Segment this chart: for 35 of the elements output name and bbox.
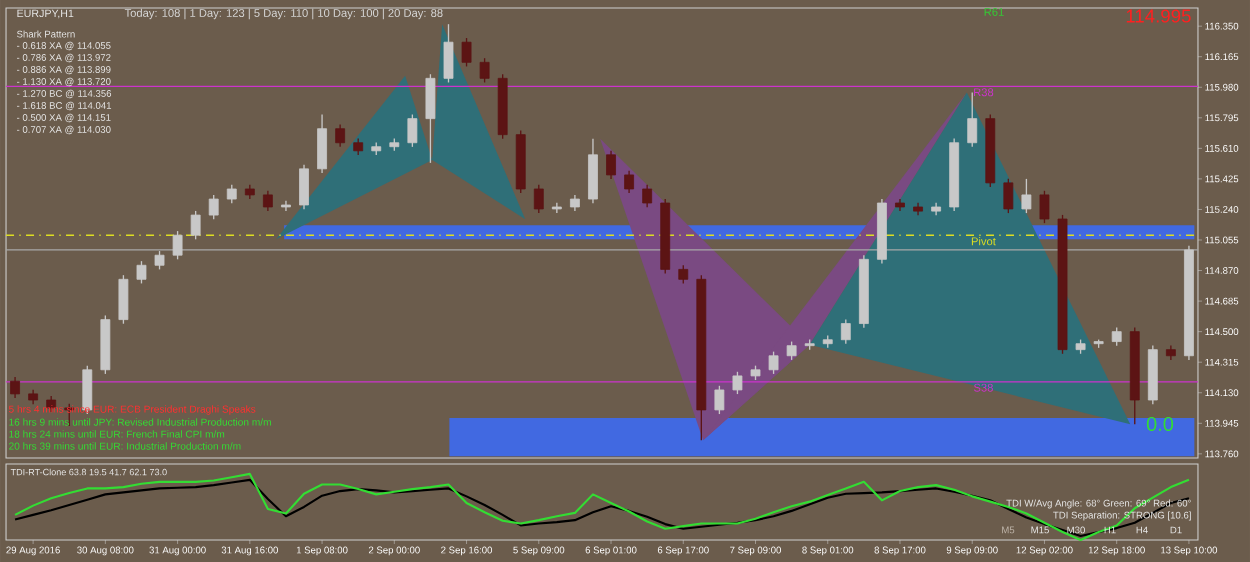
annotation: 114.995 <box>1126 9 1191 23</box>
candlestick <box>335 123 346 148</box>
candlestick <box>606 150 616 180</box>
candlestick <box>10 376 20 399</box>
candlestick <box>624 170 634 194</box>
candlestick <box>479 57 490 84</box>
candlestick <box>1039 190 1050 224</box>
candlestick <box>190 210 201 241</box>
candlestick <box>262 190 273 212</box>
candlestick <box>299 164 309 210</box>
candlestick <box>172 230 183 260</box>
candlestick <box>1021 178 1032 214</box>
candlestick <box>136 260 147 285</box>
candlestick <box>1003 178 1014 214</box>
candlestick <box>768 350 779 375</box>
annotation: 0.0 <box>1146 416 1174 432</box>
candlestick <box>786 340 797 361</box>
candlestick <box>407 113 418 148</box>
candlestick <box>118 274 129 325</box>
candlestick <box>317 113 327 174</box>
candlestick <box>678 264 689 285</box>
candlestick <box>642 184 653 208</box>
candlestick <box>443 23 454 84</box>
candlestick <box>1111 326 1122 347</box>
candlestick <box>714 385 725 415</box>
candlestick <box>732 371 743 395</box>
candlestick <box>967 91 978 148</box>
candlestick <box>425 73 436 164</box>
candlestick <box>461 37 472 68</box>
candlestick <box>588 138 598 204</box>
candlestick <box>533 184 544 214</box>
candlestick <box>208 194 219 220</box>
candlestick <box>226 184 237 204</box>
candlestick <box>154 250 165 271</box>
candlestick <box>840 318 851 345</box>
